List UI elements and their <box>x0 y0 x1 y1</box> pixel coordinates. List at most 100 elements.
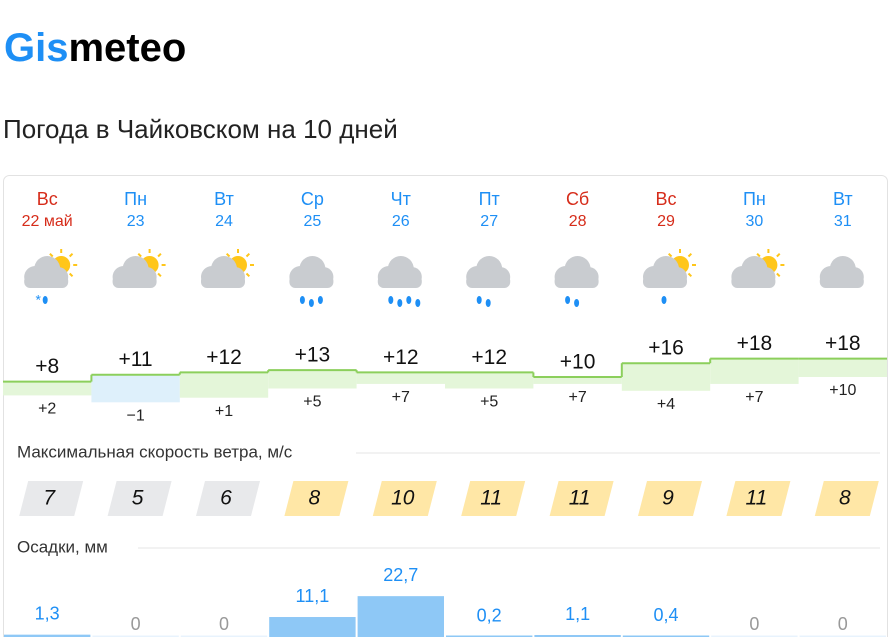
temp-max: +16 <box>648 337 684 360</box>
cloud-part <box>377 275 422 288</box>
temp-min: +7 <box>568 389 586 406</box>
date: 25 <box>304 213 322 230</box>
date: 26 <box>392 213 410 230</box>
wind-box <box>549 481 614 516</box>
precip-value: 0 <box>131 614 141 634</box>
precip-bar <box>799 635 886 637</box>
weather-icon <box>731 249 785 288</box>
weekday: Пт <box>479 189 500 209</box>
precip-value: 0 <box>219 614 229 634</box>
weather-icon <box>643 249 696 304</box>
rain-drop <box>299 296 305 304</box>
rain-drop <box>406 296 412 304</box>
wind-value: 10 <box>391 487 415 510</box>
logo-blue: Gis <box>4 26 68 70</box>
temp-min: +5 <box>480 394 498 411</box>
wind-value: 9 <box>662 487 674 510</box>
cloud-part <box>731 275 776 288</box>
cloud-part <box>201 275 245 288</box>
wind-value: 8 <box>839 487 851 510</box>
wind-value: 11 <box>569 487 591 510</box>
sun-ray <box>667 252 673 258</box>
rain-drop <box>565 296 571 304</box>
weather-icon: * <box>24 249 78 308</box>
sun-ray <box>49 252 54 258</box>
logo[interactable]: Gismeteo <box>4 26 186 70</box>
wind-box <box>107 481 172 516</box>
precip-value: 0 <box>749 614 759 634</box>
temp-band <box>179 372 269 398</box>
date: 27 <box>480 213 498 230</box>
cloud-part <box>466 275 511 288</box>
sun-ray <box>137 252 142 258</box>
wind-box <box>196 481 260 516</box>
temp-max: +12 <box>471 346 507 369</box>
wind-box <box>284 481 349 516</box>
sun-ray <box>756 252 761 258</box>
wind-value: 11 <box>745 487 767 510</box>
wind-box <box>19 481 84 516</box>
precip-bar <box>92 635 179 637</box>
sun-ray <box>225 252 231 258</box>
temp-min: −1 <box>126 408 144 425</box>
weekday: Ср <box>301 189 324 209</box>
precip-value: 22,7 <box>383 565 418 585</box>
weekday: Вс <box>37 189 58 209</box>
sun-ray <box>687 252 693 258</box>
precip-bar <box>180 635 268 637</box>
temp-max: +10 <box>560 351 596 374</box>
cloud-part <box>554 275 599 288</box>
date: 24 <box>215 213 233 230</box>
weather-icon <box>466 256 511 307</box>
precip-bar <box>357 596 444 637</box>
temp-band <box>533 377 622 384</box>
snow: * <box>35 292 41 308</box>
weekday: Вт <box>214 189 234 209</box>
rain-drop <box>485 299 491 307</box>
wind-value: 8 <box>309 487 321 510</box>
precip-bar <box>534 635 621 637</box>
rain-drop <box>415 299 421 307</box>
weekday: Чт <box>391 189 411 209</box>
wind-title: Максимальная скорость ветра, м/с <box>17 442 293 461</box>
rain-drop <box>388 296 394 304</box>
rain-drop <box>42 296 48 304</box>
wind-value: 11 <box>480 487 502 510</box>
temp-max: +18 <box>737 332 773 355</box>
sun-ray <box>157 272 162 278</box>
weekday: Сб <box>566 189 589 209</box>
rain-drop <box>476 296 482 304</box>
temp-max: +12 <box>383 346 419 369</box>
temp-min: +10 <box>829 382 856 399</box>
precip-title: Осадки, мм <box>17 537 108 556</box>
card <box>3 175 888 642</box>
weekday: Пн <box>743 189 766 209</box>
temp-band <box>268 370 357 389</box>
cloud-part <box>643 275 687 288</box>
wind-value: 6 <box>220 487 232 510</box>
weather-icon <box>289 256 334 307</box>
temp-max: +11 <box>119 348 153 371</box>
rain-drop <box>661 296 667 304</box>
wind-box <box>372 481 437 516</box>
temp-min: +7 <box>745 389 763 406</box>
precip-bar <box>446 635 533 637</box>
temp-min: +7 <box>392 389 410 406</box>
temp-band <box>91 374 180 403</box>
weekday: Пн <box>124 189 147 209</box>
weather-icon <box>554 256 599 307</box>
sun-ray <box>68 252 74 258</box>
sun-ray <box>245 272 251 278</box>
precip-value: 1,3 <box>35 603 60 623</box>
temp-max: +12 <box>206 346 242 369</box>
weather-icon <box>201 249 254 288</box>
rain-drop <box>397 299 403 307</box>
sun-ray <box>776 272 781 278</box>
wind-value: 5 <box>132 487 144 510</box>
sun-ray <box>687 272 693 278</box>
temp-min: +4 <box>657 396 675 413</box>
precip-value: 11,1 <box>296 586 330 606</box>
weather-icon <box>377 256 422 307</box>
